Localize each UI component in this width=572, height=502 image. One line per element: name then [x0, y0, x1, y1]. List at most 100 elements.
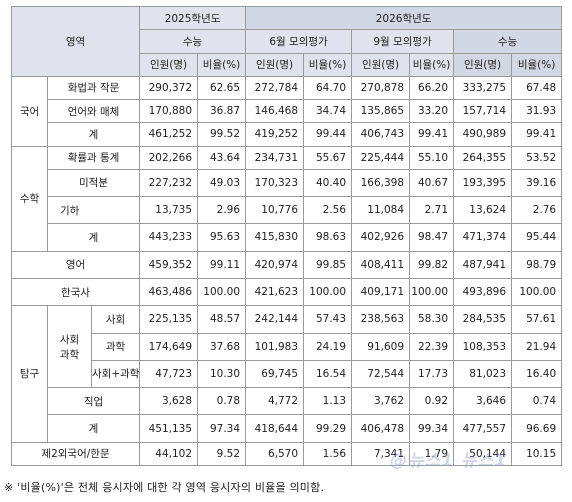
cell-ratio: 0.92 — [409, 387, 455, 416]
table-row: 사회+과학 47,723 10.30 69,745 16.54 72,544 17.73 81… — [12, 359, 563, 389]
row-label: 사회+과학 — [90, 359, 141, 389]
cell-persons: 471,374 — [453, 223, 513, 252]
header-sept-mock: 9월 모의평가 — [351, 29, 455, 54]
cell-persons: 225,135 — [139, 305, 199, 334]
cell-ratio: 98.63 — [303, 223, 353, 252]
table-row: 언어와 매체 170,880 36.87 146,468 34.74 135,865 33.… — [12, 98, 563, 124]
cell-persons: 418,644 — [245, 414, 305, 443]
header-persons: 인원(명) — [351, 52, 411, 77]
cell-persons: 406,478 — [351, 414, 411, 443]
cell-persons: 459,352 — [139, 250, 199, 279]
header-ratio: 비율(%) — [303, 52, 353, 77]
cell-persons: 11,084 — [351, 196, 411, 225]
cell-ratio: 99.44 — [303, 122, 353, 147]
cell-persons: 10,776 — [245, 196, 305, 225]
row-label: 화법과 작문 — [46, 75, 141, 101]
header-year-2026: 2026학년도 — [245, 5, 563, 31]
cell-persons: 490,989 — [453, 122, 513, 147]
cell-persons: 487,941 — [453, 250, 513, 279]
cell-ratio: 100.00 — [409, 277, 455, 307]
row-label: 기하 — [46, 196, 141, 225]
cell-ratio: 9.52 — [197, 441, 247, 467]
header-area: 영역 — [10, 6, 141, 77]
cell-persons: 72,544 — [351, 359, 411, 389]
cell-ratio: 33.20 — [409, 98, 455, 124]
cell-persons: 420,974 — [245, 250, 305, 279]
cell-ratio: 57.43 — [303, 305, 353, 334]
cell-persons: 238,563 — [351, 305, 411, 334]
header-suneung-2026: 수능 — [453, 29, 563, 54]
group-social-science: 사회 과학 — [47, 305, 92, 389]
cell-ratio: 67.48 — [511, 75, 563, 101]
cell-ratio: 95.44 — [511, 223, 563, 252]
cell-persons: 234,731 — [245, 145, 305, 170]
cell-persons: 50,144 — [453, 441, 513, 467]
table-row: 제2외국어/한문 44,102 9.52 6,570 1.56 7,341 1.79 50,1… — [10, 441, 563, 467]
header-ratio: 비율(%) — [409, 52, 455, 77]
header-year-2025: 2025학년도 — [139, 5, 247, 31]
cell-ratio: 95.63 — [197, 223, 247, 252]
cell-ratio: 2.76 — [511, 196, 563, 225]
cell-ratio: 17.73 — [409, 359, 455, 389]
cell-persons: 3,628 — [139, 387, 199, 416]
cell-ratio: 16.40 — [511, 359, 563, 389]
cell-persons: 421,623 — [245, 277, 305, 307]
cell-persons: 333,275 — [453, 75, 513, 101]
cell-persons: 284,535 — [453, 305, 513, 334]
table-row: 영역 2025학년도 2026학년도 — [10, 5, 563, 77]
cell-ratio: 99.41 — [409, 122, 455, 147]
cell-persons: 170,323 — [245, 168, 305, 198]
cell-persons: 3,646 — [453, 387, 513, 416]
cell-ratio: 39.16 — [511, 168, 563, 198]
cell-persons: 108,353 — [453, 332, 513, 361]
row-label: 미적분 — [46, 168, 141, 198]
table-row: 과학 174,649 37.68 101,983 24.19 91,609 22.39 108… — [12, 332, 563, 361]
cell-persons: 290,372 — [139, 75, 199, 101]
row-label: 사회 — [90, 305, 141, 334]
cell-persons: 157,714 — [453, 98, 513, 124]
cell-persons: 47,723 — [139, 359, 199, 389]
cell-persons: 272,784 — [245, 75, 305, 101]
row-label: 언어와 매체 — [46, 98, 141, 124]
cell-ratio: 43.64 — [197, 145, 247, 170]
cell-ratio: 100.00 — [511, 277, 563, 307]
cell-persons: 13,735 — [139, 196, 199, 225]
row-label: 직업 — [46, 387, 141, 416]
cell-ratio: 100.00 — [197, 277, 247, 307]
row-label: 확률과 통계 — [46, 145, 141, 170]
cell-ratio: 24.19 — [303, 332, 353, 361]
cell-ratio: 100.00 — [303, 277, 353, 307]
cell-ratio: 99.82 — [409, 250, 455, 279]
cell-persons: 402,926 — [351, 223, 411, 252]
cell-ratio: 1.56 — [303, 441, 353, 467]
cell-ratio: 53.52 — [511, 145, 563, 170]
watermark: @뉴스1 뉴스1 — [390, 451, 508, 471]
cell-ratio: 1.79 — [409, 441, 455, 467]
cell-persons: 81,023 — [453, 359, 513, 389]
cell-ratio: 0.78 — [197, 387, 247, 416]
cell-persons: 6,570 — [245, 441, 305, 467]
table-row: 한국사 463,486 100.00 421,623 100.00 409,171 100.… — [10, 277, 563, 307]
cell-persons: 101,983 — [245, 332, 305, 361]
table-row: 직업 3,628 0.78 4,772 1.13 3,762 0.92 3,646 0.74 — [12, 387, 563, 416]
row-label: 계 — [46, 223, 141, 252]
cell-persons: 3,762 — [351, 387, 411, 416]
cell-ratio: 22.39 — [409, 332, 455, 361]
cell-ratio: 55.67 — [303, 145, 353, 170]
cell-persons: 227,232 — [139, 168, 199, 198]
group-inquiry: 탐구 — [11, 305, 48, 443]
table-row: 계 443,233 95.63 415,830 98.63 402,926 98.47 471… — [12, 223, 563, 252]
header-ratio: 비율(%) — [197, 52, 247, 77]
cell-ratio: 98.79 — [511, 250, 563, 279]
table-row: 수능 6월 모의평가 9월 모의평가 수능 — [12, 29, 563, 54]
cell-persons: 69,745 — [245, 359, 305, 389]
cell-ratio: 98.47 — [409, 223, 455, 252]
header-persons: 인원(명) — [139, 52, 199, 77]
header-suneung-2025: 수능 — [139, 29, 247, 54]
cell-ratio: 40.67 — [409, 168, 455, 198]
table-row: 수학 확률과 통계 202,266 43.64 234,731 55.67 225,444 5… — [11, 145, 563, 252]
cell-ratio: 58.30 — [409, 305, 455, 334]
cell-ratio: 0.74 — [511, 387, 563, 416]
header-persons: 인원(명) — [453, 52, 513, 77]
cell-persons: 264,355 — [453, 145, 513, 170]
